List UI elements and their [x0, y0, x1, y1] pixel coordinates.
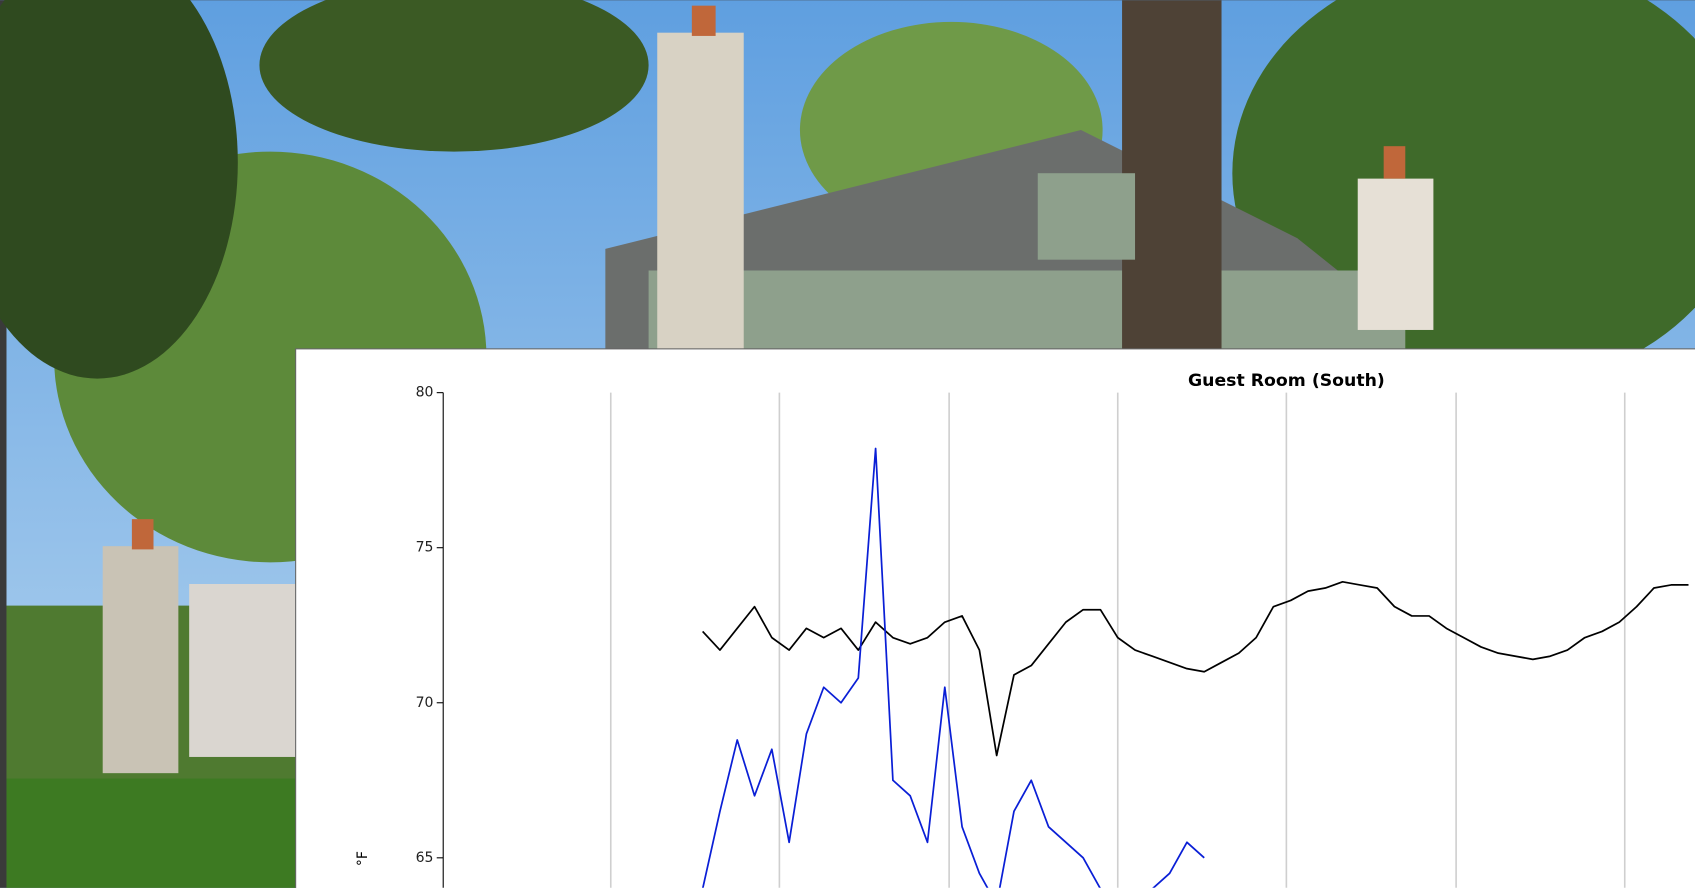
plot-area: [609, 392, 1689, 888]
y-tick-label: 75: [416, 540, 434, 556]
y-tick-label: 80: [416, 385, 434, 401]
data-line: [702, 447, 1205, 888]
chart-window: Guest Room (South) °F: [295, 348, 1695, 888]
chart-title: Guest Room (South): [1188, 371, 1385, 391]
y-tick-label: 70: [416, 695, 434, 711]
y-axis-label: °F: [355, 851, 371, 866]
y-tick-label: 65: [416, 850, 434, 866]
data-line: [702, 580, 1689, 757]
